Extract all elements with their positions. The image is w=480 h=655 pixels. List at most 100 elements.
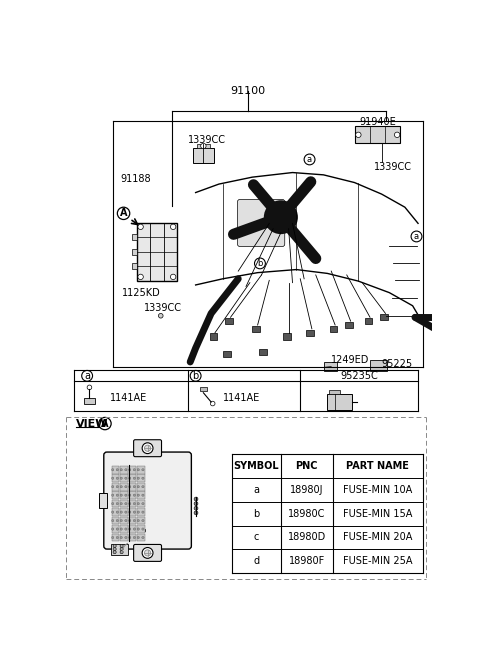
Circle shape bbox=[125, 494, 127, 496]
Text: b: b bbox=[253, 509, 260, 519]
Bar bbox=[137, 517, 145, 525]
Bar bbox=[120, 491, 128, 499]
Circle shape bbox=[120, 468, 122, 471]
Bar bbox=[380, 314, 388, 320]
Text: a: a bbox=[414, 232, 419, 241]
Circle shape bbox=[137, 519, 139, 522]
Bar bbox=[129, 491, 136, 499]
Circle shape bbox=[142, 548, 153, 558]
Bar bbox=[111, 508, 120, 516]
Circle shape bbox=[99, 417, 111, 430]
Bar bbox=[137, 466, 145, 474]
Circle shape bbox=[116, 468, 119, 471]
Circle shape bbox=[111, 477, 114, 479]
Bar bbox=[129, 483, 136, 491]
Text: 1125KD: 1125KD bbox=[122, 288, 161, 297]
Circle shape bbox=[194, 506, 198, 510]
Circle shape bbox=[113, 551, 116, 553]
Circle shape bbox=[120, 536, 122, 538]
Circle shape bbox=[125, 511, 127, 514]
Bar bbox=[129, 466, 136, 474]
Text: a: a bbox=[84, 371, 90, 381]
Circle shape bbox=[113, 548, 116, 551]
Text: 91940E: 91940E bbox=[360, 117, 396, 128]
Circle shape bbox=[138, 274, 144, 280]
Bar bbox=[137, 508, 145, 516]
Bar bbox=[120, 500, 128, 508]
Text: SYMBOL: SYMBOL bbox=[234, 461, 279, 471]
Circle shape bbox=[116, 502, 119, 505]
Text: a: a bbox=[253, 485, 260, 495]
Circle shape bbox=[120, 477, 122, 479]
Bar bbox=[129, 508, 136, 516]
Circle shape bbox=[125, 485, 127, 488]
FancyBboxPatch shape bbox=[104, 452, 192, 549]
Circle shape bbox=[194, 511, 198, 515]
Bar bbox=[111, 534, 120, 542]
Circle shape bbox=[170, 224, 176, 229]
Text: 18980D: 18980D bbox=[288, 533, 326, 542]
Circle shape bbox=[142, 529, 145, 533]
Bar bbox=[252, 326, 260, 332]
Bar bbox=[120, 534, 128, 542]
Circle shape bbox=[111, 494, 114, 496]
Circle shape bbox=[133, 519, 135, 522]
Circle shape bbox=[142, 494, 144, 496]
Circle shape bbox=[116, 485, 119, 488]
Text: 1141AE: 1141AE bbox=[110, 393, 148, 403]
Text: FUSE-MIN 15A: FUSE-MIN 15A bbox=[343, 509, 412, 519]
Circle shape bbox=[111, 511, 114, 514]
Bar bbox=[192, 148, 214, 163]
Bar bbox=[137, 474, 145, 482]
Text: 1141AE: 1141AE bbox=[223, 393, 260, 403]
Circle shape bbox=[142, 468, 144, 471]
Bar bbox=[99, 493, 107, 508]
Bar bbox=[137, 500, 145, 508]
Circle shape bbox=[111, 536, 114, 538]
Circle shape bbox=[120, 494, 122, 496]
Bar bbox=[137, 525, 145, 533]
Text: 1339CC: 1339CC bbox=[188, 135, 226, 145]
Circle shape bbox=[190, 371, 201, 381]
Circle shape bbox=[129, 485, 131, 488]
Text: b: b bbox=[192, 371, 199, 381]
Bar bbox=[327, 394, 352, 409]
Text: 95225: 95225 bbox=[382, 358, 413, 369]
Text: A: A bbox=[101, 419, 108, 428]
Circle shape bbox=[125, 519, 127, 522]
Circle shape bbox=[129, 536, 131, 538]
Bar bbox=[132, 249, 137, 255]
Circle shape bbox=[129, 519, 131, 522]
FancyBboxPatch shape bbox=[355, 126, 400, 143]
Circle shape bbox=[144, 550, 151, 556]
Text: PART NAME: PART NAME bbox=[346, 461, 409, 471]
Bar bbox=[223, 351, 230, 358]
Text: 18980J: 18980J bbox=[290, 485, 324, 495]
Bar bbox=[111, 517, 120, 525]
Circle shape bbox=[133, 502, 135, 505]
Bar bbox=[197, 144, 210, 148]
Text: 1339CC: 1339CC bbox=[144, 303, 182, 313]
Circle shape bbox=[170, 274, 176, 280]
Circle shape bbox=[116, 536, 119, 538]
Bar bbox=[120, 517, 128, 525]
Circle shape bbox=[158, 314, 163, 318]
Bar bbox=[283, 333, 291, 340]
Circle shape bbox=[120, 544, 123, 548]
Bar bbox=[111, 491, 120, 499]
Circle shape bbox=[137, 468, 139, 471]
Circle shape bbox=[111, 519, 114, 522]
Bar bbox=[225, 318, 233, 324]
Circle shape bbox=[82, 371, 93, 381]
Circle shape bbox=[125, 477, 127, 479]
Circle shape bbox=[133, 511, 135, 514]
Circle shape bbox=[116, 477, 119, 479]
Circle shape bbox=[142, 485, 144, 488]
Text: A: A bbox=[120, 208, 127, 218]
Circle shape bbox=[111, 502, 114, 505]
Bar bbox=[129, 474, 136, 482]
Bar bbox=[137, 534, 145, 542]
Circle shape bbox=[111, 528, 114, 530]
Text: 91188: 91188 bbox=[120, 174, 151, 183]
Text: b: b bbox=[257, 259, 263, 268]
